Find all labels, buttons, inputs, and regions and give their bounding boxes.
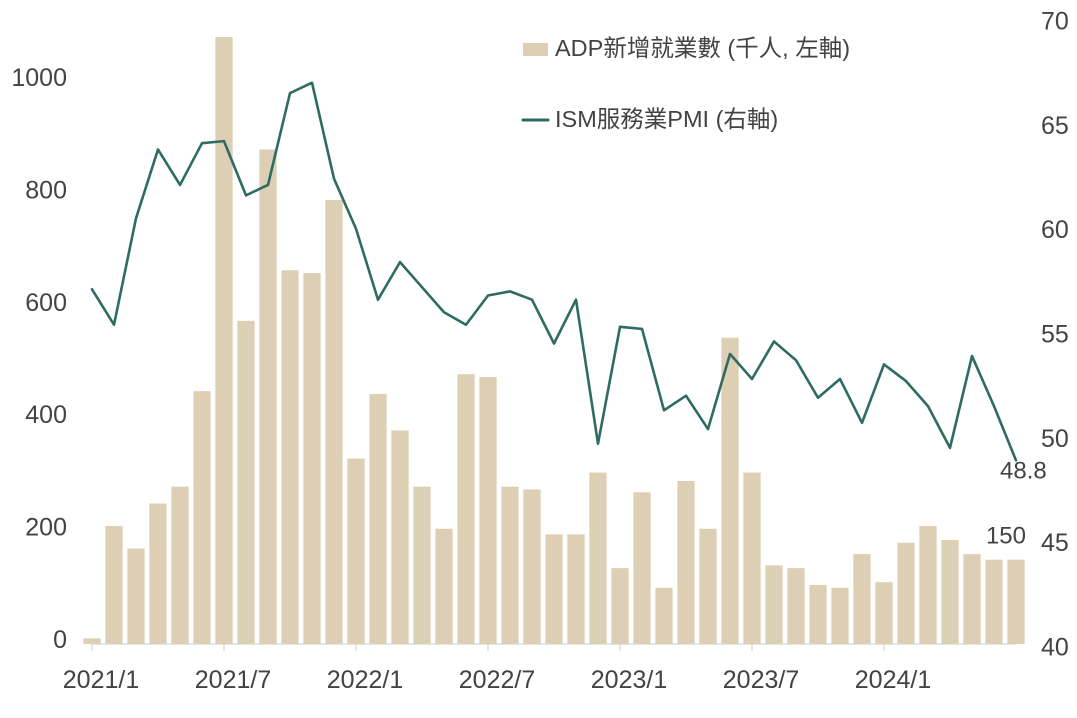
svg-text:48.8: 48.8 bbox=[1000, 457, 1047, 484]
svg-text:2023/7: 2023/7 bbox=[723, 666, 799, 694]
svg-text:2022/7: 2022/7 bbox=[459, 666, 535, 694]
svg-text:2024/1: 2024/1 bbox=[855, 666, 931, 694]
svg-text:70: 70 bbox=[1041, 8, 1069, 36]
svg-text:ADP新增就業數 (千人, 左軸): ADP新增就業數 (千人, 左軸) bbox=[555, 35, 850, 61]
svg-text:2023/1: 2023/1 bbox=[591, 666, 667, 694]
svg-text:150: 150 bbox=[986, 523, 1026, 550]
svg-text:0: 0 bbox=[53, 626, 67, 654]
svg-text:55: 55 bbox=[1041, 321, 1069, 349]
svg-text:ISM服務業PMI (右軸): ISM服務業PMI (右軸) bbox=[555, 106, 778, 132]
svg-text:2022/1: 2022/1 bbox=[327, 666, 403, 694]
svg-text:2021/1: 2021/1 bbox=[63, 666, 139, 694]
svg-text:600: 600 bbox=[25, 289, 67, 317]
svg-text:40: 40 bbox=[1041, 634, 1069, 662]
svg-text:65: 65 bbox=[1041, 112, 1069, 140]
svg-text:200: 200 bbox=[25, 514, 67, 542]
svg-text:400: 400 bbox=[25, 401, 67, 429]
svg-text:60: 60 bbox=[1041, 216, 1069, 244]
svg-text:800: 800 bbox=[25, 176, 67, 204]
svg-text:1000: 1000 bbox=[11, 64, 67, 92]
svg-text:2021/7: 2021/7 bbox=[195, 666, 271, 694]
svg-text:50: 50 bbox=[1041, 425, 1069, 453]
svg-text:45: 45 bbox=[1041, 529, 1069, 557]
